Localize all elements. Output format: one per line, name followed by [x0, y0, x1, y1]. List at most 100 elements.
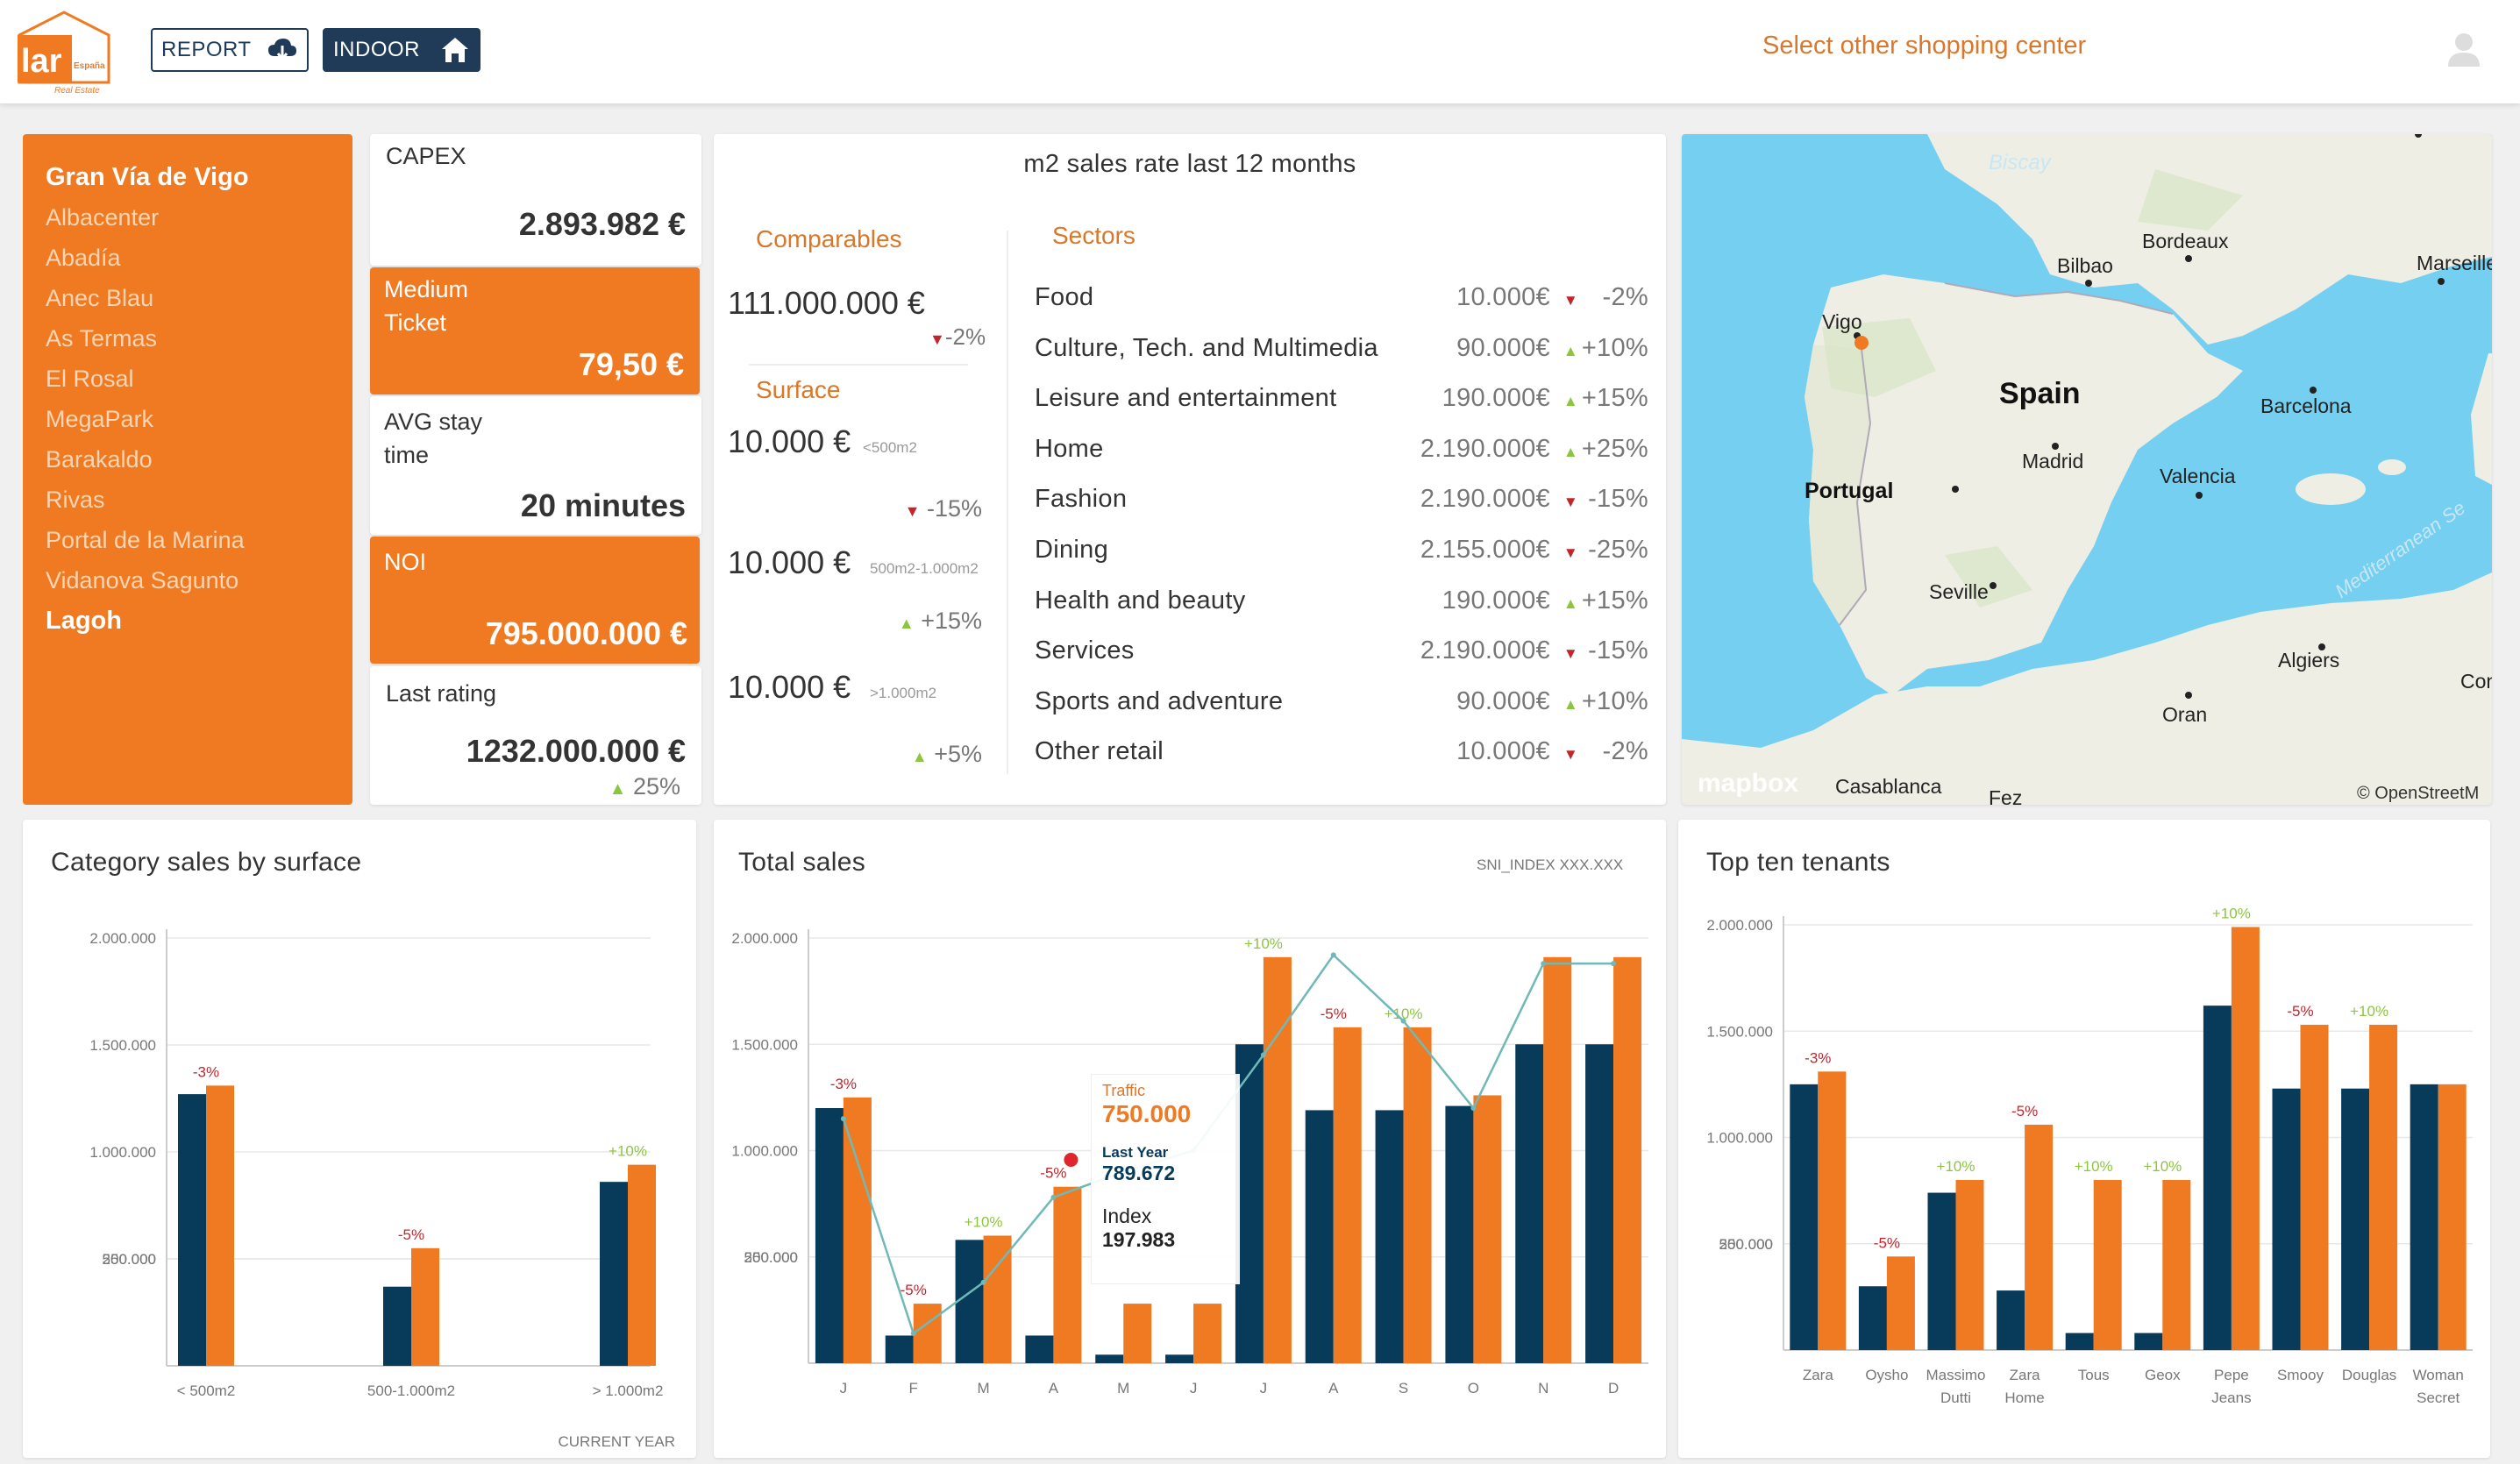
sector-row[interactable]: Other retail 10.000€ ▼ -2%	[1035, 737, 1648, 788]
center-item[interactable]: Vidanova Sagunto	[46, 567, 239, 593]
x-tick-label: M	[977, 1380, 989, 1396]
bar-series-1[interactable]	[1305, 1110, 1334, 1363]
top-tenants-chart[interactable]: 2.000.000 1.500.000 1.000.000 500.000250.00…	[1678, 820, 2490, 1458]
x-tick-label: J	[840, 1380, 848, 1396]
bar-series-1[interactable]	[955, 1240, 984, 1363]
traffic-point[interactable]	[1330, 952, 1336, 958]
bar-series-1[interactable]	[1025, 1335, 1054, 1363]
bar-series-1[interactable]	[815, 1108, 844, 1363]
sector-row[interactable]: Services 2.190.000€ ▼ -15%	[1035, 636, 1648, 687]
bar-series-1[interactable]	[885, 1335, 914, 1363]
highlight-point[interactable]	[1064, 1153, 1078, 1167]
bar-series-2[interactable]	[206, 1085, 234, 1366]
sector-row[interactable]: Health and beauty 190.000€ ▲ +15%	[1035, 586, 1648, 637]
bar-series-2[interactable]	[1053, 1186, 1082, 1363]
bar-series-1[interactable]	[1585, 1044, 1614, 1363]
mapbox-logo[interactable]: mapbox	[1698, 769, 1798, 798]
bar-series-2[interactable]	[1403, 1027, 1432, 1363]
bar-series-2[interactable]	[913, 1304, 942, 1363]
traffic-point[interactable]	[980, 1279, 986, 1285]
bar-series-2[interactable]	[1543, 956, 1572, 1363]
bar-series-1[interactable]	[2341, 1088, 2370, 1350]
bar-series-1[interactable]	[1445, 1105, 1474, 1363]
bar-series-2[interactable]	[2093, 1180, 2122, 1350]
bar-series-1[interactable]	[1997, 1290, 2025, 1350]
bar-series-2[interactable]	[983, 1235, 1012, 1364]
traffic-point[interactable]	[1400, 1018, 1406, 1024]
sector-row[interactable]: Sports and adventure 90.000€ ▲ +10%	[1035, 687, 1648, 738]
bar-series-1[interactable]	[2134, 1333, 2163, 1350]
bar-series-2[interactable]	[2369, 1024, 2398, 1350]
bar-series-1[interactable]	[2203, 1006, 2232, 1350]
sector-row[interactable]: Fashion 2.190.000€ ▼ -15%	[1035, 485, 1648, 536]
bar-annotation: +10%	[1937, 1158, 1975, 1175]
traffic-point[interactable]	[1050, 1194, 1057, 1200]
sector-row[interactable]: Home 2.190.000€ ▲ +25%	[1035, 435, 1648, 486]
bar-series-1[interactable]	[383, 1286, 411, 1366]
bar-series-1[interactable]	[178, 1094, 206, 1366]
center-item[interactable]: Gran Vía de Vigo	[46, 163, 249, 191]
map-attribution[interactable]: © OpenStreetM	[2357, 784, 2479, 803]
bar-series-1[interactable]	[1927, 1192, 1956, 1350]
center-item[interactable]: Lagoh	[46, 607, 122, 635]
bar-series-1[interactable]	[2272, 1088, 2301, 1350]
bar-series-2[interactable]	[2231, 927, 2260, 1350]
bar-series-1[interactable]	[1515, 1044, 1544, 1363]
traffic-point[interactable]	[1260, 1052, 1266, 1058]
bar-series-2[interactable]	[1955, 1180, 1984, 1350]
user-avatar-icon[interactable]	[2446, 32, 2481, 67]
center-item[interactable]: Albacenter	[46, 204, 160, 231]
indoor-button[interactable]: INDOOR	[323, 28, 481, 72]
bar-series-2[interactable]	[843, 1097, 872, 1363]
bar-series-1[interactable]	[1235, 1044, 1264, 1363]
bar-series-1[interactable]	[1375, 1110, 1404, 1363]
sector-row[interactable]: Culture, Tech. and Multimedia 90.000€ ▲ +10…	[1035, 334, 1648, 385]
bar-series-2[interactable]	[1333, 1027, 1362, 1363]
center-item[interactable]: Anec Blau	[46, 285, 154, 311]
sector-row[interactable]: Dining 2.155.000€ ▼ -25%	[1035, 536, 1648, 586]
center-item[interactable]: Abadía	[46, 245, 121, 271]
bar-series-1[interactable]	[1165, 1354, 1194, 1363]
center-item[interactable]: MegaPark	[46, 406, 154, 432]
sector-row[interactable]: Food 10.000€ ▼ -2%	[1035, 283, 1648, 334]
center-item[interactable]: Rivas	[46, 487, 105, 513]
category-sales-chart[interactable]: 2.000.000 1.500.000 1.000.000 500.000250.00…	[23, 820, 696, 1458]
bar-series-2[interactable]	[2025, 1124, 2054, 1350]
traffic-point[interactable]	[1541, 961, 1547, 967]
bar-series-1[interactable]	[600, 1182, 628, 1366]
bar-series-2[interactable]	[1613, 956, 1642, 1363]
bar-series-1[interactable]	[1095, 1354, 1124, 1363]
traffic-point[interactable]	[840, 1116, 846, 1122]
bar-series-2[interactable]	[1123, 1304, 1152, 1363]
report-button[interactable]: REPORT	[151, 28, 309, 72]
center-item[interactable]: El Rosal	[46, 366, 134, 392]
bar-series-2[interactable]	[2162, 1180, 2191, 1350]
bar-series-2[interactable]	[1818, 1071, 1847, 1350]
select-center-link[interactable]: Select other shopping center	[1762, 32, 2087, 60]
total-sales-chart[interactable]: 2.000.000 1.500.000 1.000.000 500.000250.00…	[714, 820, 1666, 1458]
bar-series-2[interactable]	[628, 1164, 656, 1366]
center-item[interactable]: Portal de la Marina	[46, 527, 245, 553]
traffic-point[interactable]	[1611, 961, 1617, 967]
top-tenants-title: Top ten tenants	[1706, 848, 1890, 877]
bar-series-1[interactable]	[2065, 1333, 2094, 1350]
bar-series-2[interactable]	[1263, 956, 1292, 1363]
center-item[interactable]: As Termas	[46, 325, 158, 352]
traffic-point[interactable]	[910, 1331, 916, 1337]
lar-logo[interactable]: lar España Real Estate	[16, 9, 112, 96]
bar-series-2[interactable]	[1886, 1256, 1915, 1350]
bar-series-1[interactable]	[1790, 1084, 1819, 1350]
bar-series-2[interactable]	[1473, 1095, 1502, 1363]
traffic-point[interactable]	[1470, 1105, 1477, 1111]
sector-name: Other retail	[1035, 737, 1164, 766]
bar-series-1[interactable]	[1858, 1286, 1887, 1350]
bar-series-2[interactable]	[2300, 1024, 2329, 1350]
region-map[interactable]: Biscay Bordeaux Bilbao Marseille Vigo Spain Ba…	[1682, 134, 2492, 805]
bar-series-2[interactable]	[2438, 1084, 2467, 1350]
center-item[interactable]: Barakaldo	[46, 446, 153, 473]
map-card[interactable]: Biscay Bordeaux Bilbao Marseille Vigo Spain Ba…	[1682, 134, 2492, 805]
sector-row[interactable]: Leisure and entertainment 190.000€ ▲ +15%	[1035, 384, 1648, 435]
bar-series-1[interactable]	[2410, 1084, 2438, 1350]
bar-series-2[interactable]	[411, 1247, 439, 1366]
bar-series-2[interactable]	[1193, 1304, 1222, 1363]
